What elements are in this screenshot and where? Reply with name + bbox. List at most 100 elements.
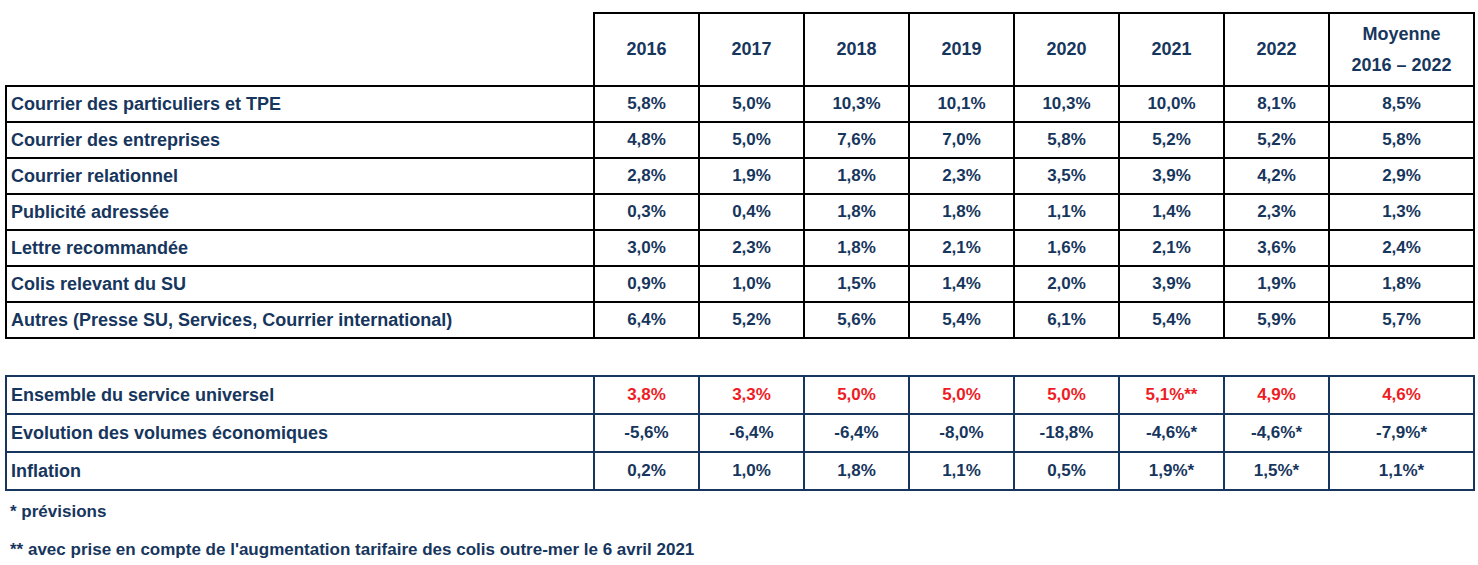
table-row: Courrier des particuliers et TPE 5,8% 5,…: [6, 86, 1474, 122]
value-cell: 4,6%: [1329, 376, 1474, 414]
row-label: Colis relevant du SU: [6, 266, 594, 302]
document-page: 2016 2017 2018 2019 2020 2021 2022 Moyen…: [0, 0, 1478, 565]
value-cell: 3,5%: [1014, 158, 1119, 194]
table-row: Lettre recommandée 3,0% 2,3% 1,8% 2,1% 1…: [6, 230, 1474, 266]
value-cell: 3,6%: [1224, 230, 1329, 266]
value-cell: 5,1%**: [1119, 376, 1224, 414]
year-header: 2021: [1119, 13, 1224, 86]
value-cell: 4,2%: [1224, 158, 1329, 194]
row-label: Inflation: [6, 452, 594, 490]
value-cell: 2,8%: [594, 158, 699, 194]
value-cell: -6,4%: [699, 414, 804, 452]
value-cell: 6,4%: [594, 302, 699, 338]
value-cell: 10,1%: [909, 86, 1014, 122]
value-cell: 5,0%: [1014, 376, 1119, 414]
table-row-ensemble: Ensemble du service universel 3,8% 3,3% …: [6, 376, 1474, 414]
value-cell: 1,9%: [1224, 266, 1329, 302]
value-cell: 5,0%: [804, 376, 909, 414]
value-cell: -5,6%: [594, 414, 699, 452]
year-header: 2017: [699, 13, 804, 86]
moyenne-header-line1: Moyenne: [1330, 19, 1473, 50]
value-cell: 10,3%: [1014, 86, 1119, 122]
value-cell: 0,3%: [594, 194, 699, 230]
value-cell: 1,8%: [804, 194, 909, 230]
value-cell: 2,3%: [699, 230, 804, 266]
value-cell: 8,5%: [1329, 86, 1474, 122]
row-label: Courrier des particuliers et TPE: [6, 86, 594, 122]
value-cell: 1,8%: [909, 194, 1014, 230]
value-cell: 3,0%: [594, 230, 699, 266]
table-row-inflation: Inflation 0,2% 1,0% 1,8% 1,1% 0,5% 1,9%*…: [6, 452, 1474, 490]
value-cell: -4,6%*: [1119, 414, 1224, 452]
value-cell: -18,8%: [1014, 414, 1119, 452]
value-cell: 5,0%: [699, 86, 804, 122]
value-cell: 8,1%: [1224, 86, 1329, 122]
year-header: 2019: [909, 13, 1014, 86]
footnote-colis-outre-mer: ** avec prise en compte de l'augmentatio…: [10, 540, 694, 560]
value-cell: 1,8%: [804, 158, 909, 194]
value-cell: 4,8%: [594, 122, 699, 158]
value-cell: 1,8%: [804, 230, 909, 266]
row-label: Courrier relationnel: [6, 158, 594, 194]
year-header: 2018: [804, 13, 909, 86]
value-cell: 5,2%: [699, 302, 804, 338]
row-label: Autres (Presse SU, Services, Courrier in…: [6, 302, 594, 338]
value-cell: -8,0%: [909, 414, 1014, 452]
value-cell: 7,0%: [909, 122, 1014, 158]
value-cell: 1,6%: [1014, 230, 1119, 266]
value-cell: 1,0%: [699, 266, 804, 302]
value-cell: -4,6%*: [1224, 414, 1329, 452]
summary-table: Ensemble du service universel 3,8% 3,3% …: [5, 375, 1475, 491]
moyenne-header: Moyenne 2016 – 2022: [1329, 13, 1474, 86]
value-cell: 0,9%: [594, 266, 699, 302]
value-cell: 7,6%: [804, 122, 909, 158]
value-cell: 1,1%: [1014, 194, 1119, 230]
value-cell: 1,4%: [1119, 194, 1224, 230]
value-cell: 5,4%: [1119, 302, 1224, 338]
value-cell: 0,4%: [699, 194, 804, 230]
year-header: 2020: [1014, 13, 1119, 86]
table-row-volumes: Evolution des volumes économiques -5,6% …: [6, 414, 1474, 452]
value-cell: 1,9%: [699, 158, 804, 194]
value-cell: 3,3%: [699, 376, 804, 414]
value-cell: 5,0%: [909, 376, 1014, 414]
table-row: Publicité adressée 0,3% 0,4% 1,8% 1,8% 1…: [6, 194, 1474, 230]
value-cell: 1,1%: [909, 452, 1014, 490]
value-cell: 1,9%*: [1119, 452, 1224, 490]
value-cell: 10,0%: [1119, 86, 1224, 122]
value-cell: 2,3%: [909, 158, 1014, 194]
value-cell: 4,9%: [1224, 376, 1329, 414]
value-cell: 3,9%: [1119, 266, 1224, 302]
value-cell: -7,9%*: [1329, 414, 1474, 452]
moyenne-header-line2: 2016 – 2022: [1330, 50, 1473, 81]
value-cell: 0,5%: [1014, 452, 1119, 490]
value-cell: 5,2%: [1119, 122, 1224, 158]
table-row: Courrier relationnel 2,8% 1,9% 1,8% 2,3%…: [6, 158, 1474, 194]
value-cell: 1,4%: [909, 266, 1014, 302]
value-cell: 5,7%: [1329, 302, 1474, 338]
corner-cell: [6, 13, 594, 86]
table-row: Courrier des entreprises 4,8% 5,0% 7,6% …: [6, 122, 1474, 158]
value-cell: 2,1%: [909, 230, 1014, 266]
value-cell: 2,4%: [1329, 230, 1474, 266]
table-row: Autres (Presse SU, Services, Courrier in…: [6, 302, 1474, 338]
value-cell: 6,1%: [1014, 302, 1119, 338]
value-cell: 2,3%: [1224, 194, 1329, 230]
value-cell: 3,8%: [594, 376, 699, 414]
footnote-previsions: * prévisions: [10, 502, 106, 522]
tariff-table: 2016 2017 2018 2019 2020 2021 2022 Moyen…: [5, 12, 1475, 339]
value-cell: 5,6%: [804, 302, 909, 338]
value-cell: 2,1%: [1119, 230, 1224, 266]
table-row: Colis relevant du SU 0,9% 1,0% 1,5% 1,4%…: [6, 266, 1474, 302]
value-cell: 1,8%: [1329, 266, 1474, 302]
header-row: 2016 2017 2018 2019 2020 2021 2022 Moyen…: [6, 13, 1474, 86]
value-cell: 1,5%: [804, 266, 909, 302]
value-cell: 0,2%: [594, 452, 699, 490]
value-cell: 5,9%: [1224, 302, 1329, 338]
year-header: 2016: [594, 13, 699, 86]
value-cell: 2,0%: [1014, 266, 1119, 302]
value-cell: 5,2%: [1224, 122, 1329, 158]
value-cell: 1,8%: [804, 452, 909, 490]
value-cell: 2,9%: [1329, 158, 1474, 194]
value-cell: 1,0%: [699, 452, 804, 490]
